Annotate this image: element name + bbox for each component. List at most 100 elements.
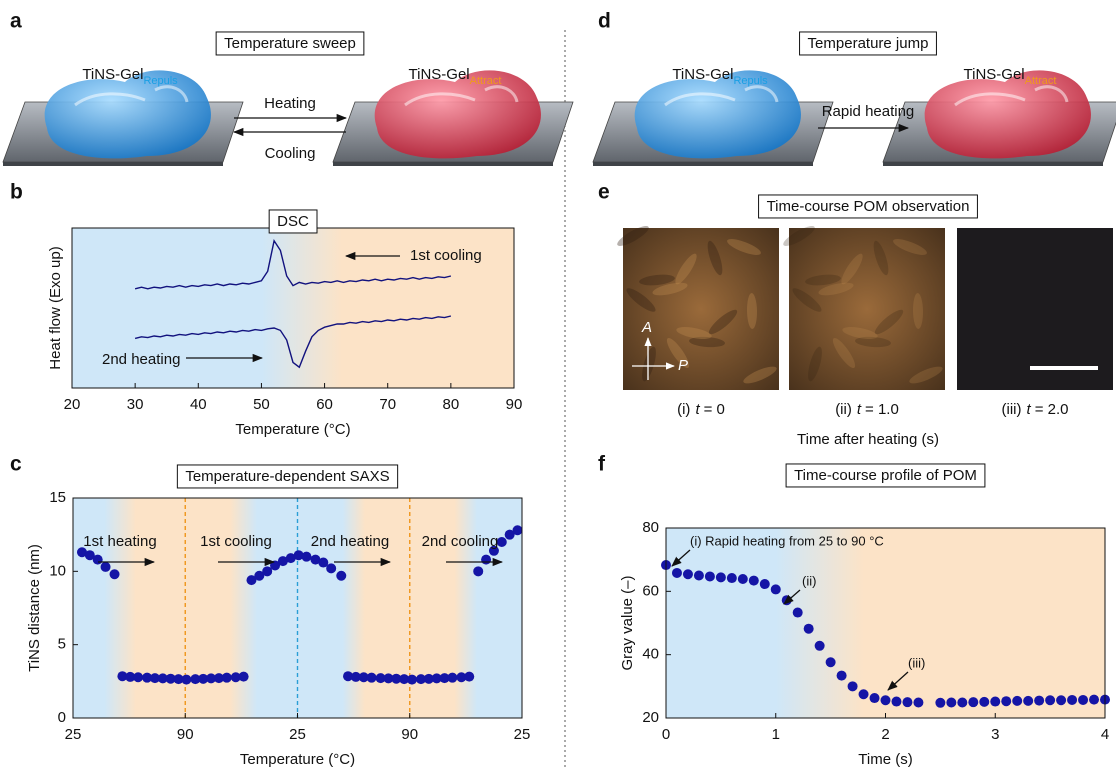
panel-title: Temperature jump [808,35,929,52]
chart-title: Temperature-dependent SAXS [185,468,389,485]
caption: Time after heating (s) [797,431,939,448]
point [836,670,847,681]
stage-label: 2nd cooling [422,533,499,550]
y-tick-label: 60 [642,582,659,599]
series-label: 2nd heating [102,351,180,368]
point [246,575,257,586]
point [190,674,201,685]
point [238,671,249,682]
x-tick-label: 90 [506,396,523,413]
x-axis-label: Temperature (°C) [240,751,355,768]
caption-index: (i) [677,401,690,418]
point [512,525,523,536]
x-tick-label: 0 [662,726,670,743]
panel-title: Temperature sweep [224,35,356,52]
caption-index: (ii) [835,401,852,418]
point [902,697,913,708]
gel-label: TiNS-GelAttract [964,66,1057,87]
point [748,575,759,586]
point [464,671,475,682]
point [165,673,176,684]
point [415,674,426,685]
x-tick-label: 2 [881,726,889,743]
point [880,695,891,706]
x-axis-label: Temperature (°C) [235,421,350,438]
image-caption: (i) t = 0 [677,401,725,418]
point [431,673,442,684]
arrow [783,589,801,605]
pom-texture [639,274,675,286]
point [310,554,321,565]
point [366,672,377,683]
gel-blob [634,70,801,159]
x-tick-label: 40 [190,396,207,413]
x-tick-label: 4 [1101,726,1109,743]
point [213,673,224,684]
gel-illustration [332,70,574,166]
gel-name: TiNS-Gel [672,66,733,83]
gel-label: TiNS-GelRepuls [672,66,768,87]
pom-texture [642,346,656,382]
stage-label: 1st heating [83,533,156,550]
point [990,696,1001,707]
arrow [671,549,691,567]
point [358,672,369,683]
point [488,545,499,556]
pom-image [623,228,779,390]
point [792,607,803,618]
point [825,657,836,668]
chart-title: Time-course profile of POM [794,467,977,484]
pom-texture [626,288,656,312]
panel-letter: b [10,181,23,204]
plate-edge [3,162,223,166]
point [737,573,748,584]
point [100,561,111,572]
point [1045,695,1056,706]
x-tick-label: 50 [253,396,270,413]
point [935,697,946,708]
point [318,557,329,568]
point [117,671,128,682]
point [913,697,924,708]
pom-texture [783,226,815,246]
point [759,579,770,590]
arrow-label: Cooling [265,145,316,162]
arrow-label: Rapid heating [822,103,915,120]
point [1056,695,1067,706]
image-caption: (ii) t = 1.0 [835,401,899,418]
point [181,674,192,685]
gel-name: TiNS-Gel [409,66,470,83]
y-axis-label: TiNS distance (nm) [26,544,43,672]
panel-title: Time-course POM observation [767,198,970,215]
pom-texture [893,239,927,255]
x-tick-label: 30 [127,396,144,413]
x-tick-label: 70 [379,396,396,413]
arrow-label: Heating [264,95,316,112]
annotation: (i) Rapid heating from 25 to 90 °C [690,533,884,548]
x-tick-label: 90 [177,726,194,743]
y-tick-label: 10 [49,562,66,579]
pom-texture [873,240,889,276]
point [803,623,814,634]
title-box [758,194,978,219]
gel-illustration [592,70,834,166]
caption-eq: = 1.0 [865,401,899,418]
point [221,672,232,683]
point [979,696,990,707]
point [715,572,726,583]
gel-highlight [664,85,779,107]
caption-var: t [695,401,700,418]
point [456,672,467,683]
point [125,671,136,682]
caption-var: t [1027,401,1032,418]
plate-edge [883,162,1103,166]
gel-blob [374,70,541,159]
panel-letter: a [10,10,22,33]
point [254,570,265,581]
x-tick-label: 1 [772,726,780,743]
point [173,674,184,685]
panel-letter: c [10,453,22,476]
pom-texture [617,226,649,246]
point [423,673,434,684]
point [350,671,361,682]
